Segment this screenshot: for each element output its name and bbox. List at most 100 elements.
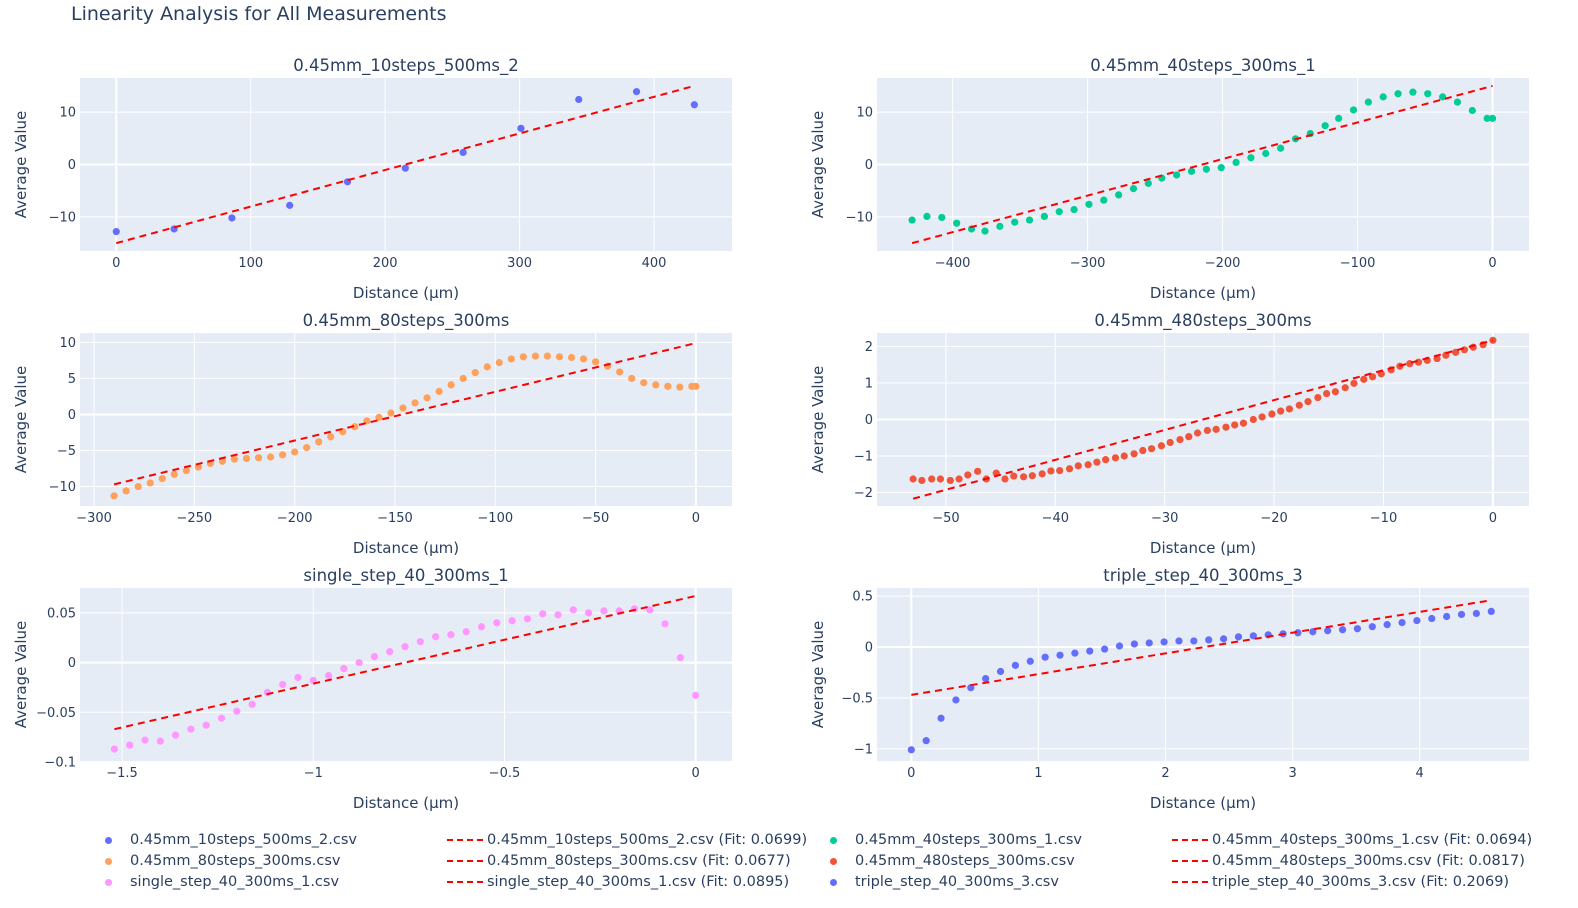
data-point (1129, 185, 1138, 193)
fit-line (911, 599, 1492, 696)
data-point (1011, 218, 1019, 226)
data-point (1323, 389, 1331, 398)
x-axis-label: Distance (µm) (353, 794, 459, 812)
data-point (126, 741, 134, 749)
legend-label: 0.45mm_480steps_300ms.csv (Fit: 0.0817) (1212, 853, 1525, 869)
data-point (1086, 647, 1094, 655)
y-tick-label: 2 (865, 340, 873, 355)
data-point (1160, 638, 1168, 646)
x-tick-label: −30 (1151, 511, 1178, 526)
data-point (156, 737, 164, 745)
legend-item[interactable]: triple_step_40_300ms_3.csv (Fit: 0.2069) (1172, 872, 1509, 892)
data-point (938, 213, 946, 222)
data-point (1239, 419, 1248, 427)
data-point (676, 653, 684, 662)
data-point (303, 444, 311, 452)
data-point (1439, 93, 1447, 101)
legend-marker (815, 872, 855, 892)
data-point (1130, 640, 1138, 648)
x-tick-label: 0 (1488, 256, 1496, 271)
data-point (1011, 661, 1020, 669)
x-tick-label: 0 (1489, 511, 1497, 526)
legend-item[interactable]: 0.45mm_480steps_300ms.csv (815, 851, 1075, 871)
legend-item[interactable]: single_step_40_300ms_1.csv (Fit: 0.0895) (447, 872, 789, 892)
data-point (459, 148, 467, 157)
data-point (1406, 360, 1414, 368)
data-point (187, 725, 195, 733)
data-point (591, 358, 600, 366)
data-point (279, 451, 287, 459)
subplot-title: single_step_40_300ms_1 (303, 566, 508, 586)
data-point (1262, 149, 1270, 158)
data-point (628, 374, 636, 383)
legend-item[interactable]: 0.45mm_40steps_300ms_1.csv (Fit: 0.0694) (1172, 830, 1532, 850)
legend-item[interactable]: 0.45mm_80steps_300ms.csv (90, 851, 340, 871)
data-point (447, 631, 455, 639)
data-point (1010, 472, 1018, 480)
data-point (1324, 627, 1332, 635)
y-tick-label: 0.5 (852, 590, 873, 605)
legend-item[interactable]: triple_step_40_300ms_3.csv (815, 872, 1059, 892)
y-tick-label: −10 (846, 210, 873, 225)
y-axis-label: Average Value (12, 621, 30, 729)
data-point (158, 475, 166, 483)
x-tick-label: −150 (377, 511, 413, 526)
y-tick-label: 10 (59, 106, 76, 121)
data-point (1047, 467, 1055, 475)
fit-line (911, 84, 1493, 245)
data-point (375, 413, 383, 421)
subplot-1: 0 100 200 300 400 −10 0 10 0.45mm_10steps_500ms_… (12, 56, 732, 302)
data-point (146, 479, 154, 487)
x-tick-label: −200 (1205, 256, 1241, 271)
legend-item[interactable]: 0.45mm_10steps_500ms_2.csv (Fit: 0.0699) (447, 830, 807, 850)
data-point (692, 382, 700, 390)
data-point (286, 201, 294, 209)
data-point (242, 454, 251, 463)
legend-item[interactable]: 0.45mm_480steps_300ms.csv (Fit: 0.0817) (1172, 851, 1525, 871)
data-point (447, 381, 455, 389)
data-point (1038, 470, 1046, 478)
data-point (459, 374, 467, 383)
data-point (1364, 98, 1372, 106)
data-point (324, 671, 333, 680)
y-axis-label: Average Value (809, 621, 827, 729)
legend[interactable]: 0.45mm_10steps_500ms_2.csv 0.45mm_10steps… (0, 828, 1578, 898)
x-tick-label: 1 (1034, 766, 1042, 781)
data-point (1147, 445, 1156, 453)
data-point (922, 737, 930, 745)
data-point (254, 454, 263, 462)
y-tick-label: −0.5 (841, 691, 873, 706)
data-point (531, 352, 539, 360)
data-point (1249, 415, 1257, 424)
data-point (387, 409, 395, 417)
data-point (134, 482, 142, 491)
subplot-title: triple_step_40_300ms_3 (1103, 566, 1302, 586)
data-point (1314, 394, 1322, 402)
data-point (909, 475, 917, 483)
legend-item[interactable]: 0.45mm_40steps_300ms_1.csv (815, 830, 1082, 850)
data-point (172, 731, 180, 739)
legend-label: 0.45mm_480steps_300ms.csv (855, 853, 1075, 869)
y-tick-label: −0.05 (36, 706, 76, 721)
data-point (908, 216, 916, 224)
data-point (616, 368, 624, 376)
data-point (291, 448, 299, 456)
legend-dash-line (447, 851, 487, 871)
legend-item[interactable]: single_step_40_300ms_1.csv (90, 872, 339, 892)
data-point (1294, 629, 1302, 637)
data-point (435, 387, 443, 395)
data-point (974, 467, 982, 475)
y-tick-label: 10 (59, 336, 76, 351)
legend-item[interactable]: 0.45mm_80steps_300ms.csv (Fit: 0.0677) (447, 851, 791, 871)
data-point (1468, 106, 1476, 115)
data-point (411, 399, 419, 407)
legend-item[interactable]: 0.45mm_10steps_500ms_2.csv (90, 830, 357, 850)
x-tick-label: 4 (1416, 766, 1424, 781)
data-point (1085, 200, 1093, 208)
data-point (918, 476, 926, 485)
data-point (1368, 623, 1376, 631)
x-tick-label: −20 (1260, 511, 1287, 526)
data-point (1084, 461, 1092, 469)
data-point (279, 680, 287, 689)
data-point (1321, 122, 1329, 130)
